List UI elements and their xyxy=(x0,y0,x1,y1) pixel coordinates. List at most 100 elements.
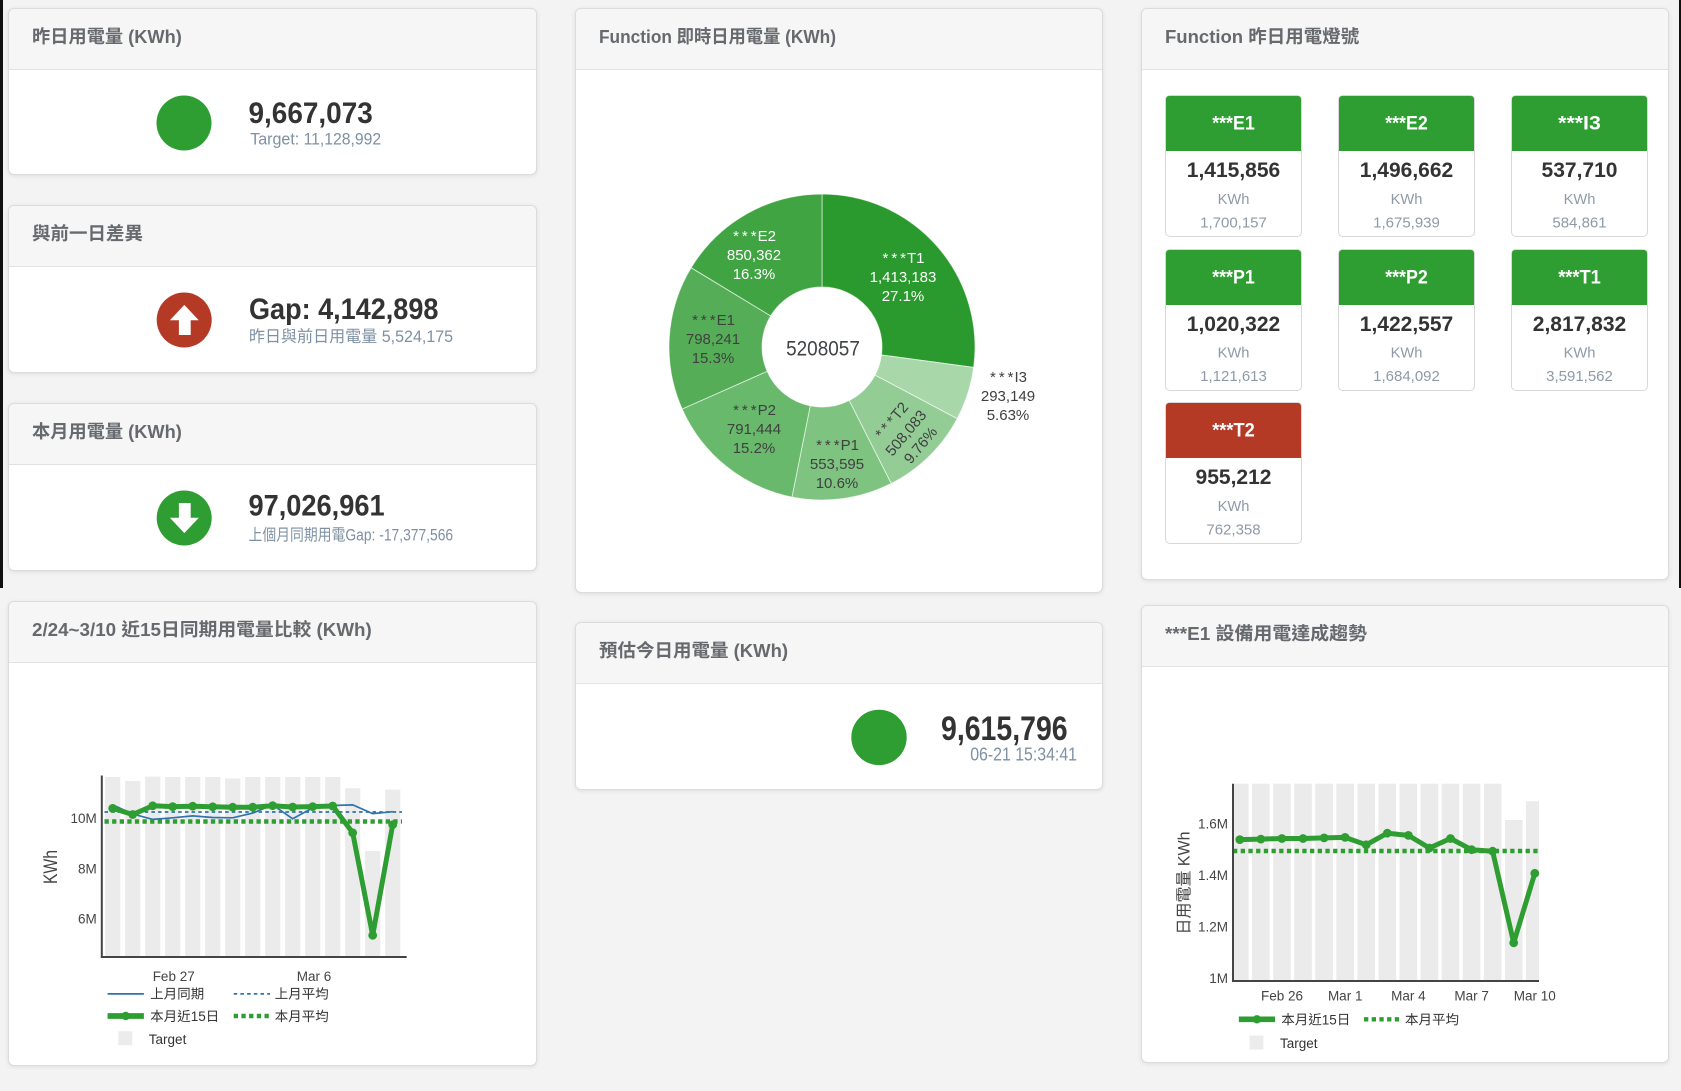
svg-text:293,149: 293,149 xyxy=(981,388,1035,405)
svg-text:8M: 8M xyxy=(78,861,97,876)
svg-text:KWh: KWh xyxy=(1218,499,1250,515)
svg-text:1M: 1M xyxy=(1209,971,1228,986)
svg-text:***T2: ***T2 xyxy=(1212,421,1255,442)
svg-text:1.2M: 1.2M xyxy=(1198,920,1228,935)
svg-text:(KWh): (KWh) xyxy=(128,26,182,47)
svg-text:E2: E2 xyxy=(758,228,776,245)
svg-text:-17,377,566: -17,377,566 xyxy=(379,527,453,545)
svg-text:***: *** xyxy=(692,312,716,329)
svg-text:15.2%: 15.2% xyxy=(733,440,776,457)
svg-text:10M: 10M xyxy=(70,811,96,826)
svg-text:5,524,175: 5,524,175 xyxy=(382,328,453,346)
svg-text:1.6M: 1.6M xyxy=(1198,817,1228,832)
svg-text:Function: Function xyxy=(599,26,672,47)
svg-text:Mar: Mar xyxy=(1391,989,1415,1004)
svg-text:***: *** xyxy=(816,437,840,454)
svg-text:Feb: Feb xyxy=(1261,989,1284,1004)
svg-text:4,142,898: 4,142,898 xyxy=(318,293,438,326)
svg-text:KWh: KWh xyxy=(1218,192,1250,208)
svg-text:KWh: KWh xyxy=(1176,832,1194,867)
svg-text:1,496,662: 1,496,662 xyxy=(1360,159,1453,182)
svg-text:Gap:: Gap: xyxy=(345,527,375,545)
svg-text:KWh: KWh xyxy=(1564,192,1596,208)
svg-text:791,444: 791,444 xyxy=(727,421,781,438)
svg-text:I3: I3 xyxy=(1015,369,1028,386)
svg-text:5.63%: 5.63% xyxy=(987,407,1030,424)
svg-text:Mar: Mar xyxy=(1454,989,1478,1004)
svg-text:***: *** xyxy=(733,402,757,419)
svg-text:***: *** xyxy=(733,228,757,245)
svg-text:9,667,073: 9,667,073 xyxy=(249,97,373,130)
svg-text:26: 26 xyxy=(1288,989,1303,1004)
svg-text:***P2: ***P2 xyxy=(1385,267,1428,288)
svg-text:E1: E1 xyxy=(717,312,735,329)
svg-text:Target:: Target: xyxy=(250,130,299,149)
svg-text:(KWh): (KWh) xyxy=(785,26,836,47)
svg-text:KWh: KWh xyxy=(1218,346,1250,362)
svg-text:1,413,183: 1,413,183 xyxy=(870,269,937,286)
svg-text:6: 6 xyxy=(324,969,332,984)
svg-text:6M: 6M xyxy=(78,911,97,926)
svg-text:537,710: 537,710 xyxy=(1542,159,1618,182)
svg-text:***P1: ***P1 xyxy=(1212,267,1255,288)
svg-text:***E2: ***E2 xyxy=(1385,114,1428,135)
svg-text:15:34:41: 15:34:41 xyxy=(1015,745,1077,765)
svg-text:KWh: KWh xyxy=(1564,346,1596,362)
svg-text:(KWh): (KWh) xyxy=(317,619,372,640)
svg-text:15.3%: 15.3% xyxy=(692,350,735,367)
svg-text:Gap:: Gap: xyxy=(249,293,311,326)
svg-text:06-21: 06-21 xyxy=(970,745,1011,765)
svg-text:584,861: 584,861 xyxy=(1552,215,1606,232)
svg-text:1,121,613: 1,121,613 xyxy=(1200,368,1267,385)
svg-text:KWh: KWh xyxy=(41,850,62,884)
svg-text:1,415,856: 1,415,856 xyxy=(1187,159,1280,182)
svg-text:97,026,961: 97,026,961 xyxy=(249,490,385,523)
svg-text:16.3%: 16.3% xyxy=(733,266,776,283)
svg-text:KWh: KWh xyxy=(1391,346,1423,362)
svg-text:553,595: 553,595 xyxy=(810,456,864,473)
svg-text:Function: Function xyxy=(1165,26,1243,47)
svg-text:15: 15 xyxy=(140,619,161,640)
svg-text:1,020,322: 1,020,322 xyxy=(1187,313,1280,336)
svg-text:P2: P2 xyxy=(758,402,776,419)
svg-text:***: *** xyxy=(883,250,907,267)
svg-text:Feb: Feb xyxy=(153,969,176,984)
svg-text:10: 10 xyxy=(1541,989,1556,1004)
svg-text:11,128,992: 11,128,992 xyxy=(304,130,382,149)
svg-text:1,684,092: 1,684,092 xyxy=(1373,368,1440,385)
svg-text:Mar: Mar xyxy=(297,969,321,984)
svg-text:1.4M: 1.4M xyxy=(1198,868,1228,883)
svg-text:27.1%: 27.1% xyxy=(882,288,925,305)
svg-text:T1: T1 xyxy=(907,250,925,267)
svg-text:2,817,832: 2,817,832 xyxy=(1533,313,1626,336)
svg-text:4: 4 xyxy=(1418,989,1426,1004)
svg-text:(KWh): (KWh) xyxy=(734,640,788,661)
svg-text:9,615,796: 9,615,796 xyxy=(941,710,1068,748)
svg-text:Mar: Mar xyxy=(1514,989,1538,1004)
svg-text:955,212: 955,212 xyxy=(1196,466,1272,489)
svg-text:Target: Target xyxy=(1280,1036,1318,1051)
svg-text:5208057: 5208057 xyxy=(786,338,860,361)
svg-text:15: 15 xyxy=(191,1009,206,1024)
svg-text:27: 27 xyxy=(180,969,195,984)
svg-text:(KWh): (KWh) xyxy=(128,421,182,442)
svg-text:762,358: 762,358 xyxy=(1206,522,1260,539)
svg-text:Target: Target xyxy=(149,1032,187,1047)
svg-text:1,675,939: 1,675,939 xyxy=(1373,215,1440,232)
svg-text:KWh: KWh xyxy=(1391,192,1423,208)
svg-text:Mar: Mar xyxy=(1328,989,1352,1004)
svg-text:1,422,557: 1,422,557 xyxy=(1360,313,1453,336)
svg-text:850,362: 850,362 xyxy=(727,247,781,264)
svg-text:7: 7 xyxy=(1481,989,1489,1004)
svg-text:3,591,562: 3,591,562 xyxy=(1546,368,1613,385)
svg-text:***I3: ***I3 xyxy=(1558,114,1601,135)
svg-text:***E1: ***E1 xyxy=(1212,114,1255,135)
svg-text:1: 1 xyxy=(1355,989,1363,1004)
svg-text:***: *** xyxy=(990,369,1014,386)
svg-text:798,241: 798,241 xyxy=(686,331,740,348)
svg-text:***E1: ***E1 xyxy=(1165,623,1210,644)
svg-text:1,700,157: 1,700,157 xyxy=(1200,215,1267,232)
svg-text:***T1: ***T1 xyxy=(1558,267,1601,288)
svg-text:2/24~3/10: 2/24~3/10 xyxy=(32,619,116,640)
svg-text:10.6%: 10.6% xyxy=(816,475,859,492)
